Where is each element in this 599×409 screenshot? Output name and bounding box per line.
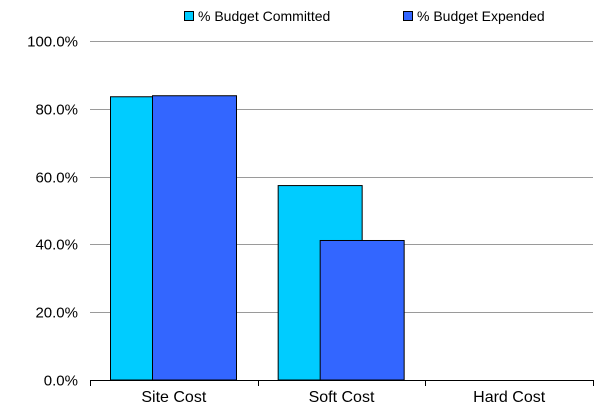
x-category-label: Site Cost	[141, 389, 206, 406]
y-tick-label: 40.0%	[35, 237, 78, 254]
x-category-label: Hard Cost	[473, 389, 546, 406]
x-axis-category-labels: Site Cost Soft Cost Hard Cost	[141, 389, 545, 406]
bar-budget-expended-soft-cost	[319, 239, 405, 381]
legend: % Budget Committed % Budget Expended	[184, 8, 545, 24]
y-tick-label: 100.0%	[27, 34, 78, 51]
bars	[110, 95, 405, 381]
legend-swatch	[184, 11, 194, 21]
y-tick-label: 20.0%	[35, 305, 78, 322]
y-tick-label: 80.0%	[35, 102, 78, 119]
x-axis-ticks	[90, 380, 594, 386]
y-axis-tick-labels: 0.0% 20.0% 40.0% 60.0% 80.0% 100.0%	[27, 34, 78, 390]
legend-label: % Budget Expended	[417, 8, 545, 24]
x-category-label: Soft Cost	[309, 389, 375, 406]
bar-budget-expended-site-cost	[152, 95, 237, 381]
y-tick-label: 60.0%	[35, 170, 78, 187]
y-tick-label: 0.0%	[44, 373, 78, 390]
legend-swatch	[403, 11, 413, 21]
legend-label: % Budget Committed	[198, 8, 330, 24]
